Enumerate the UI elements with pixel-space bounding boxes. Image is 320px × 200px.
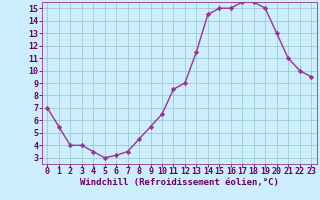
X-axis label: Windchill (Refroidissement éolien,°C): Windchill (Refroidissement éolien,°C) (80, 178, 279, 187)
